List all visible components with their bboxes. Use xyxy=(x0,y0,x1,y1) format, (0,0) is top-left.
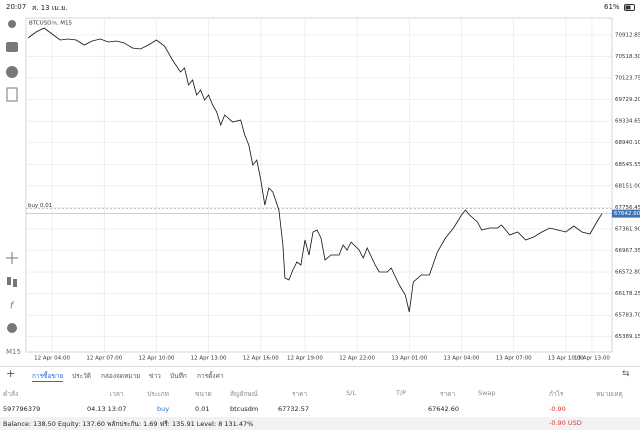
cell: 67732.57 xyxy=(278,405,310,413)
price-line-series xyxy=(27,27,603,313)
symbol-label: BTCUSDm, M15 xyxy=(29,21,73,27)
cell: btcusdm xyxy=(230,405,259,413)
cell: 597796379 xyxy=(3,405,41,413)
icon[interactable] xyxy=(6,252,18,264)
cell: 04.13 13:07 xyxy=(87,405,127,413)
icon[interactable] xyxy=(6,87,18,102)
current-price-label: 67642.60 xyxy=(614,211,640,217)
icon[interactable]: f xyxy=(10,302,15,312)
x-tick-label: 12 Apr 07:00 xyxy=(86,356,122,362)
status-date: ส. 13 เม.ย. xyxy=(32,4,68,12)
x-tick-label: 13 Apr 04:00 xyxy=(444,356,480,362)
cell: -0.90 xyxy=(549,405,566,413)
x-tick-label: 13 Apr 13:00 xyxy=(574,356,610,362)
icon[interactable] xyxy=(7,277,11,285)
x-tick-label: 12 Apr 19:00 xyxy=(287,356,323,362)
status-battery: 61% xyxy=(604,3,620,11)
status-time: 20:07 xyxy=(6,3,27,11)
icon[interactable] xyxy=(6,66,18,78)
y-tick-label: 65783.70 xyxy=(615,313,640,319)
left-toolbar: f xyxy=(6,20,18,333)
divider xyxy=(0,366,640,367)
icon[interactable] xyxy=(8,20,16,28)
menu-icon[interactable]: ⇆ xyxy=(622,369,630,379)
battery-icon xyxy=(624,4,635,11)
column-header: ราคา xyxy=(292,390,308,398)
chart: BTCUSDm, M15 f M15 70912.85 70518.30 70123… xyxy=(6,17,640,362)
y-tick-label: 70518.30 xyxy=(615,54,640,60)
y-tick-label: 69729.20 xyxy=(615,97,640,103)
column-header: S/L xyxy=(346,389,356,397)
column-header: กำไร xyxy=(549,390,564,398)
y-tick-label: 69334.65 xyxy=(615,119,640,125)
y-tick-label: 67756.45 xyxy=(615,205,640,211)
icon[interactable] xyxy=(7,323,17,333)
column-header: สัญลักษณ์ xyxy=(230,390,258,398)
y-tick-label: 65389.15 xyxy=(615,334,640,340)
x-tick-label: 12 Apr 22:00 xyxy=(339,356,375,362)
y-tick-label: 68940.10 xyxy=(615,140,640,146)
column-header: คำสั่ง xyxy=(3,390,19,398)
tab[interactable]: ข่าว xyxy=(149,372,161,380)
tab[interactable]: กล่องจดหมาย xyxy=(101,372,141,380)
column-header: ราคา xyxy=(440,390,456,398)
y-tick-label: 66572.80 xyxy=(615,270,640,276)
column-header: ประเภท xyxy=(147,390,169,398)
cell: 67642.60 xyxy=(428,405,460,413)
y-tick-label: 66178.25 xyxy=(615,291,640,297)
x-tick-label: 12 Apr 10:00 xyxy=(139,356,175,362)
column-header: เวลา xyxy=(110,390,124,398)
tab[interactable]: การซื้อขาย xyxy=(32,372,64,382)
add-button[interactable]: + xyxy=(6,367,16,380)
tab[interactable]: ประวัติ xyxy=(72,372,91,380)
order-label: buy 0.01 xyxy=(28,203,52,209)
y-tick-label: 66967.35 xyxy=(615,248,640,254)
icon[interactable] xyxy=(6,42,18,52)
tab[interactable]: บันทึก xyxy=(170,372,187,380)
cell: buy xyxy=(157,405,170,413)
cell: 0.01 xyxy=(195,405,210,413)
x-tick-label: 12 Apr 04:00 xyxy=(34,356,70,362)
y-tick-label: 68151.00 xyxy=(615,183,640,189)
y-tick-label: 67361.90 xyxy=(615,226,640,232)
summary-total: -0.90 USD xyxy=(549,419,582,427)
summary-bar xyxy=(0,417,640,430)
x-tick-label: 13 Apr 01:00 xyxy=(391,356,427,362)
plot-area xyxy=(25,17,613,353)
y-tick-label: 68545.55 xyxy=(615,162,640,168)
price-marker xyxy=(612,209,640,218)
icon[interactable] xyxy=(13,279,17,287)
tab[interactable]: การตั้งค่า xyxy=(197,372,224,380)
x-tick-label: 12 Apr 13:00 xyxy=(191,356,227,362)
y-tick-label: 70123.75 xyxy=(615,76,640,82)
x-tick-label: 13 Apr 07:00 xyxy=(496,356,532,362)
column-header: หมายเหตุ xyxy=(596,390,623,398)
column-header: Swap xyxy=(478,389,496,397)
x-tick-label: 12 Apr 16:00 xyxy=(243,356,279,362)
column-header: ขนาด xyxy=(195,390,212,398)
summary-text: Balance: 138.50 Equity: 137.60 พลักประกั… xyxy=(3,420,254,428)
y-tick-label: 70912.85 xyxy=(615,32,640,38)
x-tick-label: 13 Apr 10:00 xyxy=(548,356,584,362)
column-header: T/P xyxy=(396,389,407,397)
timeframe[interactable]: M15 xyxy=(6,348,21,356)
